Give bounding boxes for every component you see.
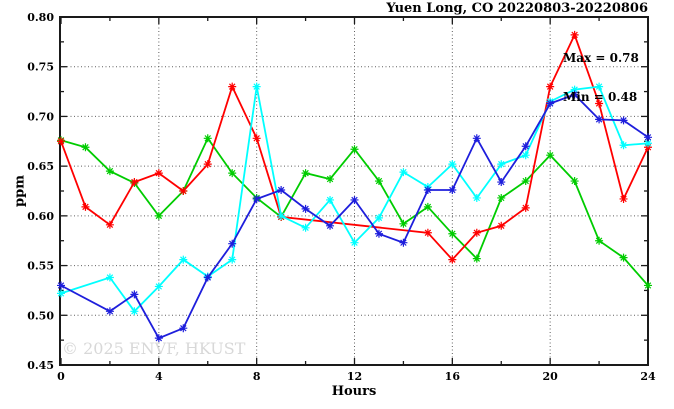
series-green-line	[60, 136, 649, 287]
chart-title: Yuen Long, CO 20220803-20220806	[386, 1, 648, 16]
max-min-annotation: Max = 0.78 Min = 0.48	[563, 26, 639, 130]
x-tick-label: 4	[155, 370, 163, 383]
x-axis-label: Hours	[331, 384, 377, 399]
x-tick-label: 16	[445, 370, 461, 383]
y-tick-label: 0.45	[27, 359, 54, 372]
markers-red-line	[57, 30, 652, 264]
x-tick-label: 0	[57, 370, 65, 383]
series-red-line	[60, 32, 649, 261]
y-axis-label: ppm	[12, 175, 28, 207]
markers-blue-line	[57, 90, 652, 343]
plot-frame	[59, 16, 649, 366]
x-tick-label: 8	[253, 370, 261, 383]
max-value-label: Max = 0.78	[563, 51, 639, 65]
min-value-label: Min = 0.48	[563, 90, 638, 104]
x-tick-label: 24	[640, 370, 656, 383]
x-tick-label: 12	[347, 370, 362, 383]
series-blue-line	[60, 93, 649, 340]
series-cyan-line	[60, 85, 649, 313]
y-tick-label: 0.55	[27, 260, 54, 273]
y-tick-label: 0.65	[27, 160, 54, 173]
y-tick-label: 0.75	[27, 61, 54, 74]
x-tick-label: 20	[543, 370, 559, 383]
y-tick-label: 0.60	[27, 210, 54, 223]
y-tick-label: 0.70	[27, 110, 54, 123]
y-tick-label: 0.50	[27, 309, 54, 322]
y-tick-label: 0.80	[27, 11, 54, 24]
watermark: © 2025 ENVF, HKUST	[62, 339, 246, 358]
